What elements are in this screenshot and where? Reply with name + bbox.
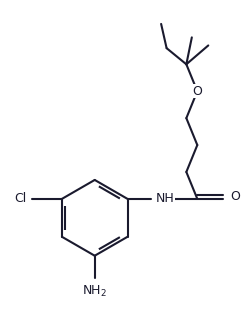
Text: NH$_2$: NH$_2$ — [82, 284, 107, 299]
Text: O: O — [230, 190, 240, 203]
Text: O: O — [192, 85, 202, 98]
Text: Cl: Cl — [14, 192, 26, 205]
Text: NH: NH — [155, 192, 174, 205]
